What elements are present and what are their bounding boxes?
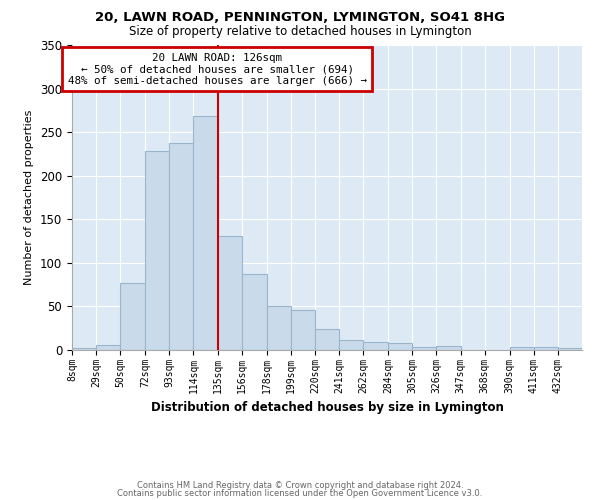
X-axis label: Distribution of detached houses by size in Lymington: Distribution of detached houses by size …: [151, 401, 503, 414]
Bar: [72, 348, 96, 350]
Bar: [145, 152, 169, 350]
Bar: [388, 343, 412, 350]
Bar: [436, 346, 461, 350]
Text: Size of property relative to detached houses in Lymington: Size of property relative to detached ho…: [128, 25, 472, 38]
Bar: [242, 274, 267, 350]
Bar: [412, 346, 436, 350]
Bar: [534, 346, 558, 350]
Bar: [558, 348, 582, 350]
Text: 20 LAWN ROAD: 126sqm
← 50% of detached houses are smaller (694)
48% of semi-deta: 20 LAWN ROAD: 126sqm ← 50% of detached h…: [68, 52, 367, 86]
Bar: [339, 340, 363, 350]
Text: Contains HM Land Registry data © Crown copyright and database right 2024.: Contains HM Land Registry data © Crown c…: [137, 481, 463, 490]
Bar: [510, 348, 534, 350]
Bar: [169, 142, 193, 350]
Bar: [193, 116, 218, 350]
Text: 20, LAWN ROAD, PENNINGTON, LYMINGTON, SO41 8HG: 20, LAWN ROAD, PENNINGTON, LYMINGTON, SO…: [95, 11, 505, 24]
Y-axis label: Number of detached properties: Number of detached properties: [25, 110, 34, 285]
Bar: [218, 236, 242, 350]
Bar: [267, 306, 291, 350]
Bar: [291, 310, 315, 350]
Bar: [315, 329, 339, 350]
Bar: [96, 345, 120, 350]
Bar: [363, 342, 388, 350]
Text: Contains public sector information licensed under the Open Government Licence v3: Contains public sector information licen…: [118, 489, 482, 498]
Bar: [120, 283, 145, 350]
